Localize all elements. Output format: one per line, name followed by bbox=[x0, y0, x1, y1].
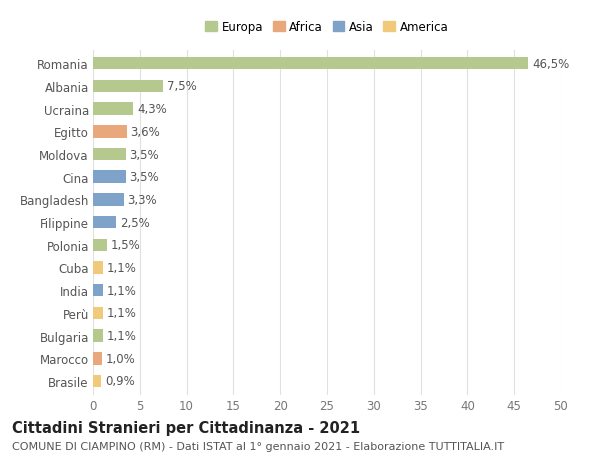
Text: 3,6%: 3,6% bbox=[130, 126, 160, 139]
Text: 1,1%: 1,1% bbox=[107, 262, 137, 274]
Text: 2,5%: 2,5% bbox=[120, 216, 150, 229]
Text: 3,3%: 3,3% bbox=[128, 194, 157, 207]
Bar bbox=[93, 194, 124, 206]
Text: 0,9%: 0,9% bbox=[105, 375, 135, 388]
Text: 4,3%: 4,3% bbox=[137, 103, 167, 116]
Bar bbox=[93, 171, 126, 184]
Text: 1,1%: 1,1% bbox=[107, 307, 137, 319]
Bar bbox=[93, 352, 103, 365]
Bar bbox=[93, 126, 127, 138]
Text: 3,5%: 3,5% bbox=[130, 171, 159, 184]
Bar bbox=[93, 80, 163, 93]
Bar bbox=[93, 58, 528, 70]
Legend: Europa, Africa, Asia, America: Europa, Africa, Asia, America bbox=[202, 18, 452, 38]
Text: 1,1%: 1,1% bbox=[107, 330, 137, 342]
Text: Cittadini Stranieri per Cittadinanza - 2021: Cittadini Stranieri per Cittadinanza - 2… bbox=[12, 420, 360, 435]
Text: COMUNE DI CIAMPINO (RM) - Dati ISTAT al 1° gennaio 2021 - Elaborazione TUTTITALI: COMUNE DI CIAMPINO (RM) - Dati ISTAT al … bbox=[12, 441, 504, 451]
Bar bbox=[93, 307, 103, 319]
Bar bbox=[93, 330, 103, 342]
Bar bbox=[93, 284, 103, 297]
Text: 1,1%: 1,1% bbox=[107, 284, 137, 297]
Text: 1,0%: 1,0% bbox=[106, 352, 136, 365]
Bar bbox=[93, 375, 101, 387]
Text: 1,5%: 1,5% bbox=[111, 239, 140, 252]
Bar bbox=[93, 216, 116, 229]
Text: 3,5%: 3,5% bbox=[130, 148, 159, 161]
Bar bbox=[93, 239, 107, 252]
Text: 46,5%: 46,5% bbox=[532, 57, 569, 71]
Bar bbox=[93, 103, 133, 116]
Text: 7,5%: 7,5% bbox=[167, 80, 197, 93]
Bar bbox=[93, 148, 126, 161]
Bar bbox=[93, 262, 103, 274]
